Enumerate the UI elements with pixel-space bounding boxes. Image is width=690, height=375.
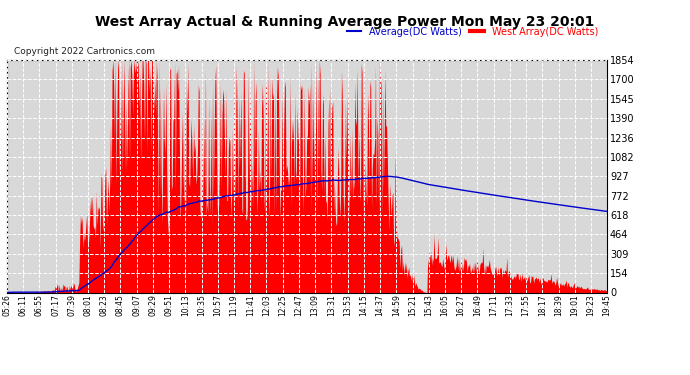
Text: Copyright 2022 Cartronics.com: Copyright 2022 Cartronics.com [14, 47, 155, 56]
Legend: Average(DC Watts), West Array(DC Watts): Average(DC Watts), West Array(DC Watts) [343, 23, 602, 41]
Text: West Array Actual & Running Average Power Mon May 23 20:01: West Array Actual & Running Average Powe… [95, 15, 595, 29]
